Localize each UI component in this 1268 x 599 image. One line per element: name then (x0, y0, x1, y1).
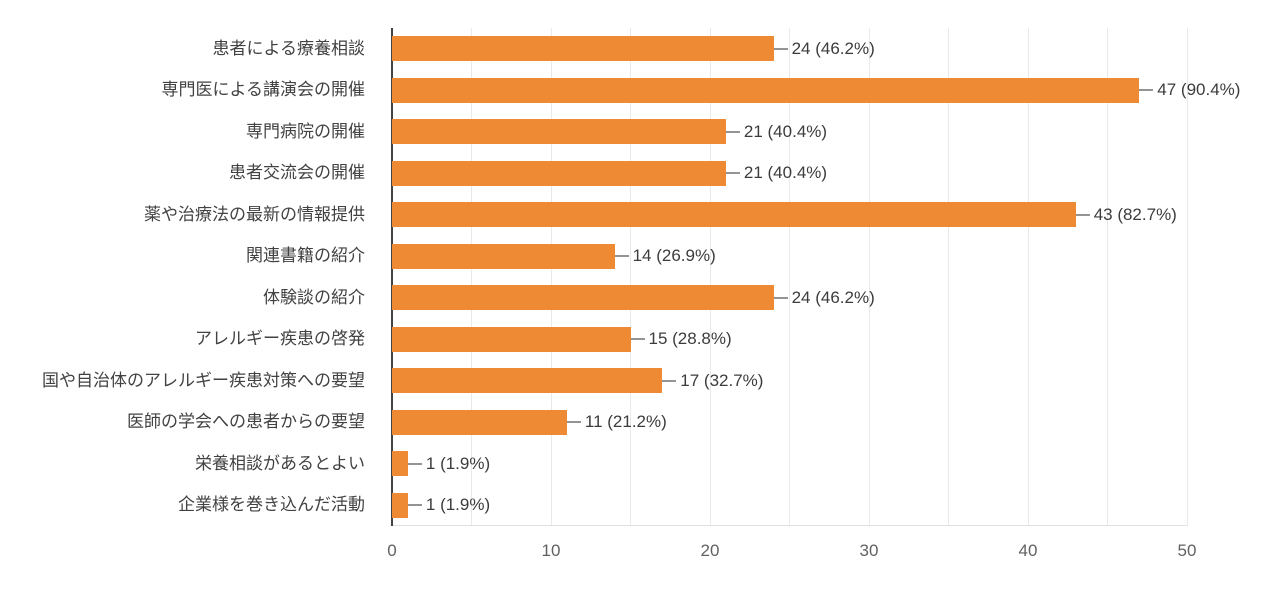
bar-track: 17 (32.7%) (392, 360, 1268, 402)
category-label: 患者による療養相談 (212, 38, 366, 58)
bar (392, 119, 726, 145)
chart-row: 体験談の紹介 24 (46.2%) (0, 277, 1268, 319)
chart-row: 医師の学会への患者からの要望 11 (21.2%) (0, 402, 1268, 444)
bar (392, 326, 631, 352)
annotation-stem (407, 462, 422, 465)
bar-track: 1 (1.9%) (392, 443, 1268, 485)
y-axis-line (391, 28, 393, 526)
bar (392, 202, 1076, 228)
annotation-stem (662, 379, 677, 382)
value-label: 43 (82.7%) (1093, 204, 1177, 224)
bar-track: 47 (90.4%) (392, 70, 1268, 112)
bar (392, 285, 774, 311)
bar (392, 160, 726, 186)
category-label: 薬や治療法の最新の情報提供 (144, 204, 365, 224)
value-label: 24 (46.2%) (791, 287, 875, 307)
x-axis-tick-label: 10 (541, 541, 561, 560)
vertical-gridline (868, 28, 870, 526)
category-label: 患者交流会の開催 (229, 163, 365, 183)
bar (392, 36, 774, 62)
chart-row: アレルギー疾患の啓発 15 (28.8%) (0, 319, 1268, 361)
chart-row: 関連書籍の紹介 14 (26.9%) (0, 236, 1268, 278)
chart-row: 国や自治体のアレルギー疾患対策への要望 17 (32.7%) (0, 360, 1268, 402)
category-label: 専門医による講演会の開催 (161, 80, 366, 100)
category-label: 企業様を巻き込んだ活動 (178, 495, 365, 515)
value-label: 14 (26.9%) (632, 246, 716, 266)
bar-track: 43 (82.7%) (392, 194, 1268, 236)
bar (392, 451, 408, 477)
vertical-gridline (550, 28, 552, 526)
annotation-stem (614, 255, 629, 258)
annotation-stem (773, 296, 788, 299)
vertical-gridline (948, 28, 949, 526)
chart-row: 栄養相談があるとよい 1 (1.9%) (0, 443, 1268, 485)
value-label: 24 (46.2%) (791, 38, 875, 58)
value-label: 1 (1.9%) (425, 453, 491, 473)
plot-area (391, 28, 1188, 526)
chart-rows: 患者による療養相談 24 (46.2%) 専門医による講演会の開催 47 (90.4%… (0, 28, 1268, 526)
value-label: 15 (28.8%) (648, 329, 732, 349)
bar-track: 21 (40.4%) (392, 153, 1268, 195)
annotation-stem (725, 172, 740, 175)
x-axis: 0 10 20 30 40 50 (0, 541, 1268, 565)
bar-track: 24 (46.2%) (392, 277, 1268, 319)
chart-row: 薬や治療法の最新の情報提供 43 (82.7%) (0, 194, 1268, 236)
x-axis-tick-label: 50 (1177, 541, 1197, 560)
chart-row: 専門病院の開催 21 (40.4%) (0, 111, 1268, 153)
value-label: 47 (90.4%) (1157, 80, 1241, 100)
vertical-gridline (630, 28, 631, 526)
category-label: 国や自治体のアレルギー疾患対策への要望 (42, 370, 365, 390)
x-axis-tick-label: 0 (387, 541, 397, 560)
category-label: 体験談の紹介 (263, 287, 365, 307)
category-label: 医師の学会への患者からの要望 (127, 412, 365, 432)
annotation-stem (1139, 89, 1154, 92)
annotation-stem (630, 338, 645, 341)
x-axis-tick-label: 40 (1018, 541, 1038, 560)
vertical-gridline (709, 28, 711, 526)
bar-track: 15 (28.8%) (392, 319, 1268, 361)
x-axis-tick-label: 20 (700, 541, 720, 560)
category-label: 専門病院の開催 (246, 121, 365, 141)
bar (392, 368, 663, 394)
chart-row: 企業様を巻き込んだ活動 1 (1.9%) (0, 485, 1268, 527)
annotation-stem (725, 130, 740, 133)
category-label: 栄養相談があるとよい (195, 453, 365, 473)
category-label: 関連書籍の紹介 (246, 246, 365, 266)
chart-row: 専門医による講演会の開催 47 (90.4%) (0, 70, 1268, 112)
bar-track: 11 (21.2%) (392, 402, 1268, 444)
bar-track: 14 (26.9%) (392, 236, 1268, 278)
value-label: 1 (1.9%) (425, 495, 491, 515)
x-axis-tick-label: 30 (859, 541, 879, 560)
annotation-stem (1075, 213, 1090, 216)
bar-track: 1 (1.9%) (392, 485, 1268, 527)
value-label: 17 (32.7%) (680, 370, 764, 390)
bar-track: 21 (40.4%) (392, 111, 1268, 153)
chart-row: 患者交流会の開催 21 (40.4%) (0, 153, 1268, 195)
value-label: 21 (40.4%) (743, 121, 828, 141)
bar (392, 492, 408, 518)
value-label: 11 (21.2%) (584, 412, 667, 432)
annotation-stem (773, 47, 788, 50)
bar (392, 77, 1140, 103)
vertical-gridline (1186, 28, 1188, 526)
vertical-gridline (471, 28, 472, 526)
bar-track: 24 (46.2%) (392, 28, 1268, 70)
annotation-stem (566, 421, 581, 424)
vertical-gridline (789, 28, 790, 526)
plot-bottom-border (392, 525, 1187, 526)
annotation-stem (407, 504, 422, 507)
bar (392, 243, 615, 269)
vertical-gridline (1027, 28, 1029, 526)
vertical-gridline (1107, 28, 1108, 526)
value-label: 21 (40.4%) (743, 163, 828, 183)
bar (392, 409, 567, 435)
chart-row: 患者による療養相談 24 (46.2%) (0, 28, 1268, 70)
category-label: アレルギー疾患の啓発 (195, 329, 365, 349)
